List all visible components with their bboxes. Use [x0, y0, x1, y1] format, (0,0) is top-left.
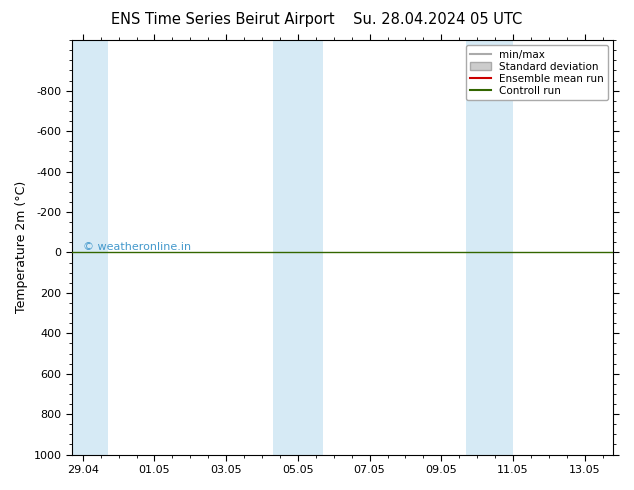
- Y-axis label: Temperature 2m (°C): Temperature 2m (°C): [15, 181, 28, 314]
- Text: ENS Time Series Beirut Airport    Su. 28.04.2024 05 UTC: ENS Time Series Beirut Airport Su. 28.04…: [112, 12, 522, 27]
- Legend: min/max, Standard deviation, Ensemble mean run, Controll run: min/max, Standard deviation, Ensemble me…: [466, 46, 608, 100]
- Bar: [273, 40, 323, 455]
- Bar: [72, 40, 108, 455]
- Text: © weatheronline.in: © weatheronline.in: [83, 243, 191, 252]
- Bar: [467, 40, 513, 455]
